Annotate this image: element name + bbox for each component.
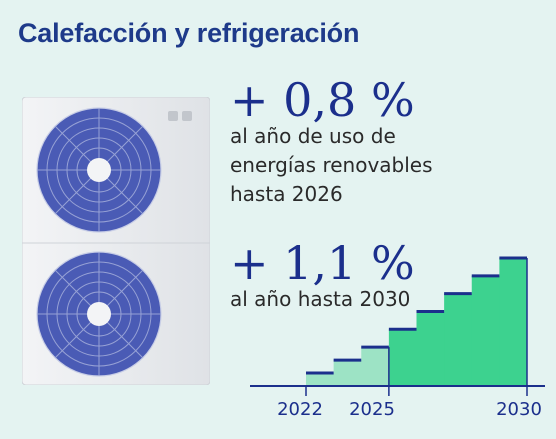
stat-description-2030: al año hasta 2030 <box>230 287 411 311</box>
tick-label-2030: 2030 <box>496 399 542 420</box>
stat-value-renewables-2026: + 0,8 % <box>230 73 415 127</box>
step-bar-2027 <box>416 311 445 386</box>
tick-label-2025: 2025 <box>349 399 395 420</box>
stat-description-renewables-2026: al año de uso de energías renovables has… <box>230 124 433 206</box>
step-bar-2029 <box>471 275 500 386</box>
step-bar-2028 <box>444 293 473 386</box>
step-bar-2023 <box>306 373 335 386</box>
step-bar-2024 <box>333 360 362 386</box>
fan-top <box>36 107 162 233</box>
fan-bottom <box>36 251 162 377</box>
page-title: Calefacción y refrigeración <box>18 18 360 48</box>
step-bar-2025 <box>361 347 390 386</box>
stat-value-2030: + 1,1 % <box>230 236 415 290</box>
tick-label-2022: 2022 <box>277 399 323 420</box>
step-bar-2026 <box>388 329 417 386</box>
heat-pump-icon <box>22 97 210 385</box>
step-bar-2030 <box>499 258 528 386</box>
